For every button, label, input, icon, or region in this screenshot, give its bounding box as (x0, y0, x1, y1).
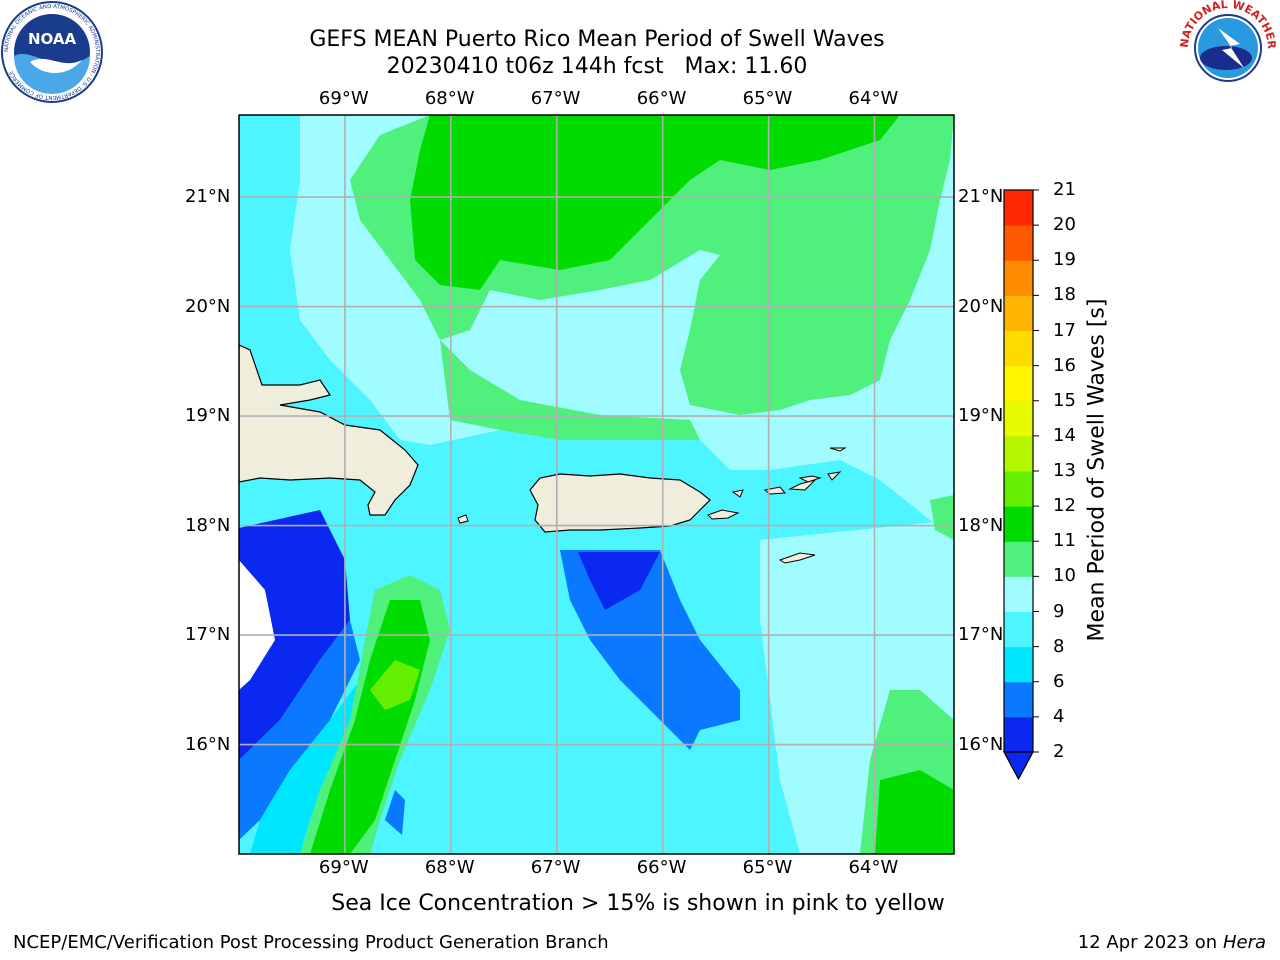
field-light-green-mid (440, 340, 700, 440)
land-culebra (731, 489, 744, 498)
colorbar-tick-label: 2 (1053, 741, 1065, 762)
colorbar-segment (1004, 435, 1033, 472)
colorbar-segment (1004, 471, 1033, 507)
field-white-coast (239, 560, 275, 690)
footer-date: 12 Apr 2023 on Hera (1078, 932, 1266, 953)
colorbar-segment (1004, 541, 1033, 577)
colorbar-tick-label: 16 (1053, 354, 1076, 376)
lat-label-left: 17°N (185, 624, 231, 646)
colorbar-label: Mean Period of Swell Waves [s] (1084, 298, 1110, 642)
colorbar-segment (1004, 576, 1033, 612)
field-blue-small (385, 790, 405, 835)
lon-label-top: 64°W (848, 88, 899, 109)
colorbar-segment (1004, 681, 1033, 718)
colorbar-tick-label: 10 (1053, 565, 1076, 587)
chart-title: GEFS MEAN Puerto Rico Mean Period of Swe… (309, 27, 885, 52)
colorbar-tick-label: 4 (1053, 705, 1065, 727)
land-st-croix (778, 552, 816, 564)
lat-label-left: 19°N (185, 405, 231, 427)
colorbar-segment (1004, 365, 1033, 402)
lon-label-bottom: 67°W (530, 857, 581, 878)
colorbar-tick-label: 19 (1053, 249, 1076, 271)
lon-label-bottom: 65°W (742, 857, 793, 878)
colorbar-tick-label: 12 (1053, 495, 1076, 517)
field-green-se (875, 770, 954, 854)
lat-label-left: 16°N (185, 733, 231, 755)
colorbar-tick-label: 17 (1053, 319, 1076, 341)
colorbar-tick-label: 15 (1053, 389, 1076, 411)
lat-label-left: 18°N (185, 514, 231, 536)
colorbar-segment (1004, 225, 1033, 261)
chart-subtitle: 20230410 t06z 144h fcst Max: 11.60 (386, 54, 808, 79)
field-yellowgreen-south (370, 660, 420, 710)
lon-label-top: 67°W (530, 88, 581, 109)
colorbar-segment (1004, 190, 1033, 226)
lon-label-bottom: 66°W (636, 857, 687, 878)
colorbar-tick-label: 9 (1053, 600, 1065, 622)
lon-label-top: 65°W (742, 88, 793, 109)
colorbar-tick-label: 21 (1053, 179, 1076, 200)
footer-date-text: 12 Apr 2023 on (1077, 932, 1223, 953)
colorbar-segment (1004, 611, 1033, 648)
lat-label-right: 18°N (958, 514, 1004, 536)
colorbar-tick-label: 8 (1053, 635, 1065, 657)
land-virgin-islands (763, 471, 842, 495)
lon-label-top: 66°W (636, 88, 687, 109)
map-plot-area (239, 115, 954, 854)
colorbar-segment (1004, 400, 1033, 437)
sea-ice-note: Sea Ice Concentration > 15% is shown in … (331, 891, 945, 916)
lat-label-right: 17°N (958, 624, 1004, 646)
land-anegada (829, 447, 847, 452)
colorbar-tick-label: 11 (1053, 530, 1076, 552)
land-vieques (707, 509, 740, 520)
land-mona-island (457, 514, 469, 524)
colorbar-segment (1004, 716, 1033, 753)
field-dark-blue-pr-south (578, 552, 660, 610)
colorbar-tick-label: 20 (1053, 214, 1076, 236)
lon-label-bottom: 68°W (424, 857, 475, 878)
field-cyan-west (250, 680, 370, 854)
colorbar (1002, 189, 1039, 781)
colorbar-segment (1004, 646, 1033, 683)
lat-label-right: 16°N (958, 733, 1004, 755)
footer-host: Hera (1222, 932, 1266, 953)
colorbar-segment (1004, 506, 1033, 542)
colorbar-tick-label: 6 (1053, 670, 1065, 692)
colorbar-segment (1004, 330, 1033, 367)
lon-label-top: 68°W (424, 88, 475, 109)
graticule (239, 115, 954, 854)
colorbar-tick-label: 14 (1053, 424, 1076, 446)
lat-label-right: 19°N (958, 405, 1004, 427)
footer-credit: NCEP/EMC/Verification Post Processing Pr… (13, 932, 609, 953)
map-frame (238, 114, 955, 855)
lat-label-left: 20°N (185, 295, 231, 317)
field-light-green-east (930, 495, 954, 540)
colorbar-segment (1004, 260, 1033, 296)
lat-label-left: 21°N (185, 186, 231, 208)
land-hispaniola (239, 344, 419, 516)
field-green-north (410, 115, 900, 290)
colorbar-tick-label: 18 (1053, 284, 1076, 306)
lat-label-right: 20°N (958, 295, 1004, 317)
colorbar-tick-label: 13 (1053, 460, 1076, 481)
colorbar-under-arrow (1002, 751, 1035, 781)
lon-label-top: 69°W (318, 88, 369, 109)
lon-label-bottom: 64°W (848, 857, 899, 878)
colorbar-segment (1004, 295, 1033, 331)
lat-label-right: 21°N (958, 186, 1004, 208)
lon-label-bottom: 69°W (318, 857, 369, 878)
field-blue-west (239, 620, 360, 840)
land-puerto-rico (529, 473, 711, 533)
